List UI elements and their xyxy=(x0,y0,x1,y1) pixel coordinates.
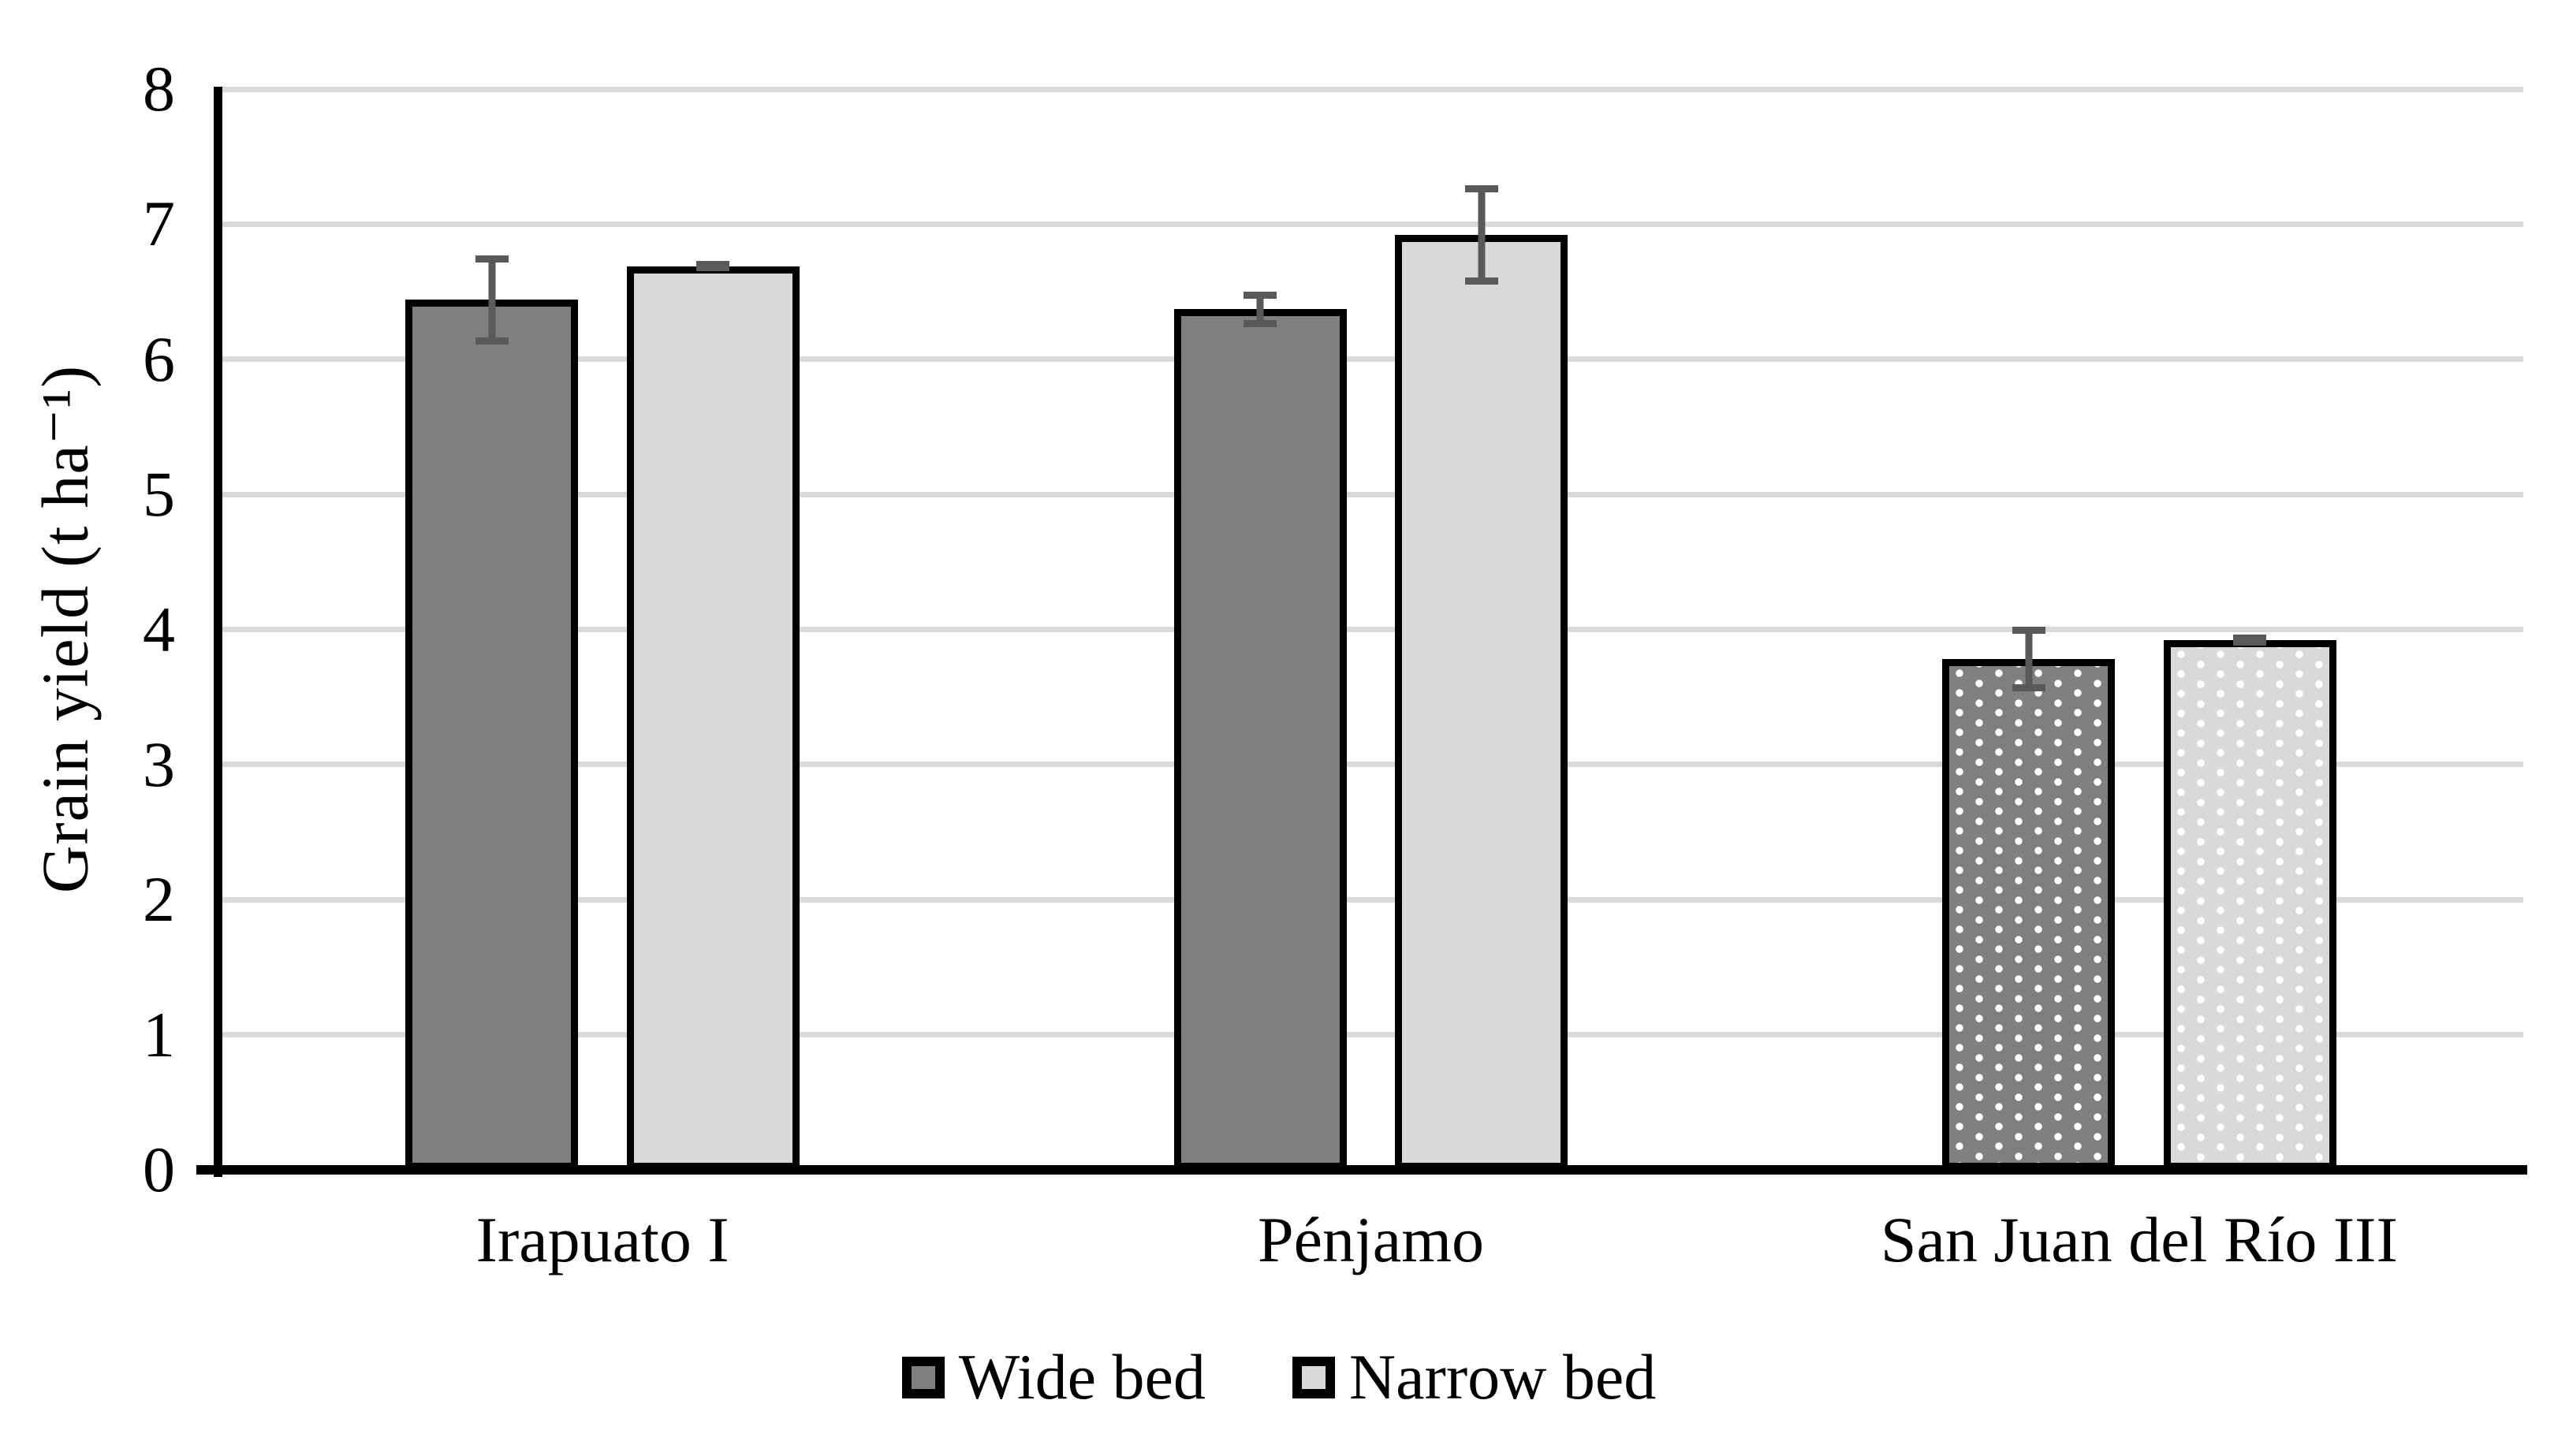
error-bar-bottom-cap xyxy=(1464,277,1498,285)
y-tick-label-6: 6 xyxy=(143,322,175,395)
category-label-3: San Juan del Río III xyxy=(1880,1204,2398,1275)
error-bar-line xyxy=(1256,292,1264,327)
bar-wide-bed-2 xyxy=(1173,309,1347,1170)
y-tick-label-0: 0 xyxy=(143,1134,175,1205)
y-tick-label-8: 8 xyxy=(143,53,175,125)
y-axis-line xyxy=(214,87,222,1177)
gridline-4 xyxy=(218,627,2523,632)
error-bar-wide-bed-1 xyxy=(475,255,509,344)
error-bar-narrow-bed-1 xyxy=(696,260,730,272)
error-bar-bottom-cap xyxy=(1244,319,1277,327)
error-bar-wide-bed-3 xyxy=(2012,627,2045,692)
x-axis-line xyxy=(196,1165,2527,1175)
error-bar-top-cap xyxy=(1244,292,1277,300)
y-tick-label-2: 2 xyxy=(143,863,175,936)
error-bar-bottom-cap xyxy=(2012,684,2045,692)
error-bar-top-cap xyxy=(1464,184,1498,192)
gridline-3 xyxy=(218,762,2523,768)
bar-narrow-bed-1 xyxy=(626,266,800,1170)
y-tick-label-1: 1 xyxy=(143,998,175,1071)
legend-item-wide-bed: Wide bed xyxy=(901,1340,1206,1414)
legend-swatch-wide-bed xyxy=(901,1356,945,1398)
gridline-6 xyxy=(218,356,2523,363)
y-tick-label-4: 4 xyxy=(143,593,175,665)
category-label-1: Irapuato I xyxy=(475,1204,729,1275)
error-bar-top-cap xyxy=(696,260,730,268)
error-bar-top-cap xyxy=(475,255,509,263)
bar-narrow-bed-3 xyxy=(2163,640,2336,1170)
legend-label-narrow-bed: Narrow bed xyxy=(1348,1341,1657,1413)
error-bar-line xyxy=(488,255,496,344)
gridline-7 xyxy=(218,221,2523,227)
legend: Wide bed Narrow bed xyxy=(0,1340,2558,1414)
bar-wide-bed-1 xyxy=(405,300,579,1170)
bar-wide-bed-3 xyxy=(1941,659,2116,1170)
error-bar-line xyxy=(2025,627,2033,692)
legend-label-wide-bed: Wide bed xyxy=(958,1341,1206,1413)
category-label-2: Pénjamo xyxy=(1258,1204,1484,1275)
error-bar-bottom-cap xyxy=(2233,639,2267,646)
legend-item-narrow-bed: Narrow bed xyxy=(1292,1340,1656,1414)
gridline-5 xyxy=(218,491,2523,497)
error-bar-narrow-bed-3 xyxy=(2233,635,2267,646)
error-bar-wide-bed-2 xyxy=(1244,292,1277,327)
error-bar-narrow-bed-2 xyxy=(1464,184,1498,285)
error-bar-bottom-cap xyxy=(696,264,730,272)
error-bar-bottom-cap xyxy=(475,337,509,344)
plot-area xyxy=(196,86,2527,1177)
error-bar-top-cap xyxy=(2233,635,2267,642)
gridline-2 xyxy=(218,896,2523,903)
y-tick-label-3: 3 xyxy=(143,728,175,800)
legend-swatch-narrow-bed xyxy=(1292,1356,1335,1398)
y-tick-label-7: 7 xyxy=(143,188,175,260)
gridline-1 xyxy=(218,1032,2523,1038)
bar-narrow-bed-2 xyxy=(1395,235,1568,1170)
gridline-8 xyxy=(218,86,2523,92)
category-labels: Irapuato I Pénjamo San Juan del Río III xyxy=(218,1208,2523,1294)
y-tick-label-5: 5 xyxy=(143,458,175,531)
error-bar-top-cap xyxy=(2012,627,2045,635)
error-bar-line xyxy=(1478,184,1486,285)
